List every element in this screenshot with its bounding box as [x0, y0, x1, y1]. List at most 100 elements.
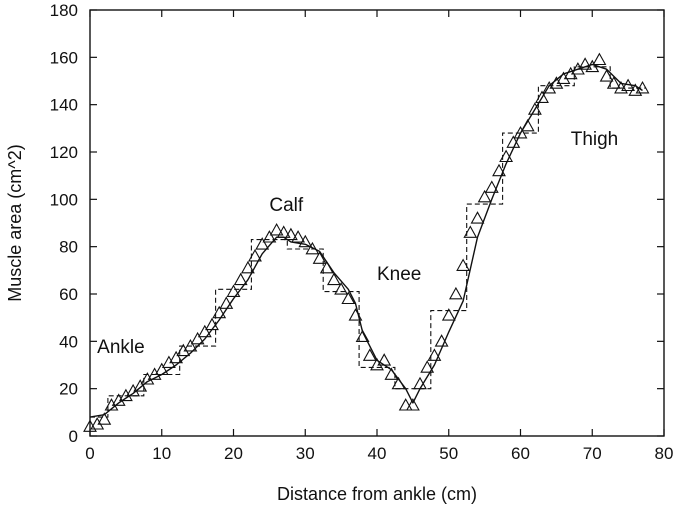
- data-point-triangle: [542, 80, 557, 94]
- x-tick-label: 20: [224, 444, 243, 463]
- annotation-calf: Calf: [269, 195, 304, 216]
- y-tick-label: 20: [59, 380, 78, 399]
- data-point-triangle: [283, 227, 298, 241]
- data-point-triangle: [126, 383, 141, 397]
- data-point-triangle: [420, 360, 435, 373]
- x-tick-label: 10: [152, 444, 171, 463]
- data-point-triangle: [448, 286, 463, 300]
- data-point-triangle: [470, 211, 485, 224]
- y-tick-label: 60: [59, 285, 78, 304]
- y-tick-label: 0: [69, 427, 78, 446]
- data-point-triangle: [556, 71, 571, 84]
- data-point-triangle: [377, 353, 392, 366]
- data-point-triangle: [355, 329, 370, 342]
- data-point-triangle: [269, 222, 284, 236]
- data-point-triangle: [248, 248, 262, 262]
- data-point-triangle: [535, 90, 549, 103]
- data-point-triangle: [434, 334, 449, 347]
- data-point-triangle: [233, 272, 248, 286]
- y-axis-title: Muscle area (cm^2): [5, 144, 25, 301]
- x-tick-label: 60: [511, 444, 530, 463]
- data-point-triangle: [97, 412, 112, 425]
- data-point-triangle: [549, 76, 564, 89]
- data-point-triangle: [484, 180, 499, 193]
- data-point-triangle: [341, 291, 356, 305]
- x-tick-label: 40: [368, 444, 387, 463]
- data-point-triangle: [592, 52, 607, 66]
- data-point-triangle: [427, 348, 442, 361]
- data-point-triangle: [276, 225, 291, 238]
- y-tick-label: 120: [50, 143, 78, 162]
- data-point-triangle: [398, 398, 413, 411]
- y-tick-label: 140: [50, 96, 78, 115]
- data-point-triangle: [520, 118, 535, 132]
- data-point-triangle: [499, 149, 514, 163]
- data-point-triangle: [305, 241, 320, 255]
- data-point-triangle: [585, 59, 600, 73]
- data-point-triangle: [635, 80, 650, 94]
- data-point-triangle: [334, 282, 349, 295]
- data-point-triangle: [205, 317, 219, 331]
- x-tick-label: 80: [655, 444, 674, 463]
- data-point-triangle: [405, 398, 420, 411]
- data-point-triangle: [111, 393, 126, 406]
- data-point-triangle: [384, 367, 399, 380]
- data-point-triangle: [463, 225, 478, 238]
- data-point-triangle: [133, 379, 148, 392]
- data-point-triangle: [621, 78, 636, 92]
- data-point-triangle: [197, 324, 212, 338]
- data-point-triangle: [348, 308, 363, 321]
- data-point-triangle: [291, 230, 306, 243]
- data-point-triangle: [606, 76, 621, 89]
- data-point-triangle: [506, 135, 521, 148]
- data-point-triangle: [154, 362, 169, 376]
- x-tick-label: 70: [583, 444, 602, 463]
- data-point-triangle: [570, 62, 585, 75]
- x-tick-label: 0: [85, 444, 94, 463]
- data-point-triangle: [477, 189, 492, 203]
- data-point-triangle: [391, 376, 406, 390]
- data-point-triangle: [255, 237, 270, 250]
- annotation-thigh: Thigh: [571, 129, 619, 150]
- data-point-triangle: [298, 234, 313, 248]
- data-point-triangle: [578, 57, 593, 70]
- data-point-triangle: [513, 125, 528, 139]
- series-binned-dashed-line: [90, 66, 647, 418]
- data-point-triangle: [104, 398, 119, 411]
- data-point-triangle: [262, 230, 277, 243]
- data-point-triangle: [219, 296, 234, 309]
- data-point-triangle: [226, 284, 241, 297]
- data-point-triangle: [147, 367, 162, 380]
- annotation-ankle: Ankle: [97, 337, 145, 358]
- data-point-triangle: [441, 308, 456, 321]
- data-point-triangle: [90, 417, 105, 430]
- y-tick-label: 100: [50, 190, 78, 209]
- y-tick-label: 40: [59, 332, 78, 351]
- data-point-triangle: [312, 251, 327, 264]
- data-point-triangle: [176, 343, 191, 357]
- data-point-triangle: [456, 258, 471, 271]
- y-tick-label: 80: [59, 238, 78, 257]
- y-tick-label: 180: [50, 1, 78, 20]
- annotation-knee: Knee: [377, 264, 421, 285]
- data-point-triangle: [140, 372, 155, 385]
- data-point-triangle: [190, 331, 205, 345]
- data-point-triangle: [118, 388, 133, 402]
- data-point-triangle: [413, 376, 427, 390]
- data-point-triangle: [362, 348, 377, 361]
- x-tick-label: 30: [296, 444, 315, 463]
- data-point-triangle: [319, 260, 334, 274]
- data-point-triangle: [169, 350, 184, 364]
- data-point-triangle: [563, 66, 578, 80]
- data-point-triangle: [370, 357, 384, 371]
- x-axis-title: Distance from ankle (cm): [277, 484, 477, 504]
- data-point-triangle: [599, 69, 614, 82]
- data-point-triangle: [492, 163, 506, 177]
- data-point-triangle: [326, 272, 341, 286]
- data-point-triangle: [527, 102, 542, 115]
- data-point-triangle: [183, 338, 198, 352]
- data-point-triangle: [212, 305, 227, 319]
- y-tick-label: 160: [50, 48, 78, 67]
